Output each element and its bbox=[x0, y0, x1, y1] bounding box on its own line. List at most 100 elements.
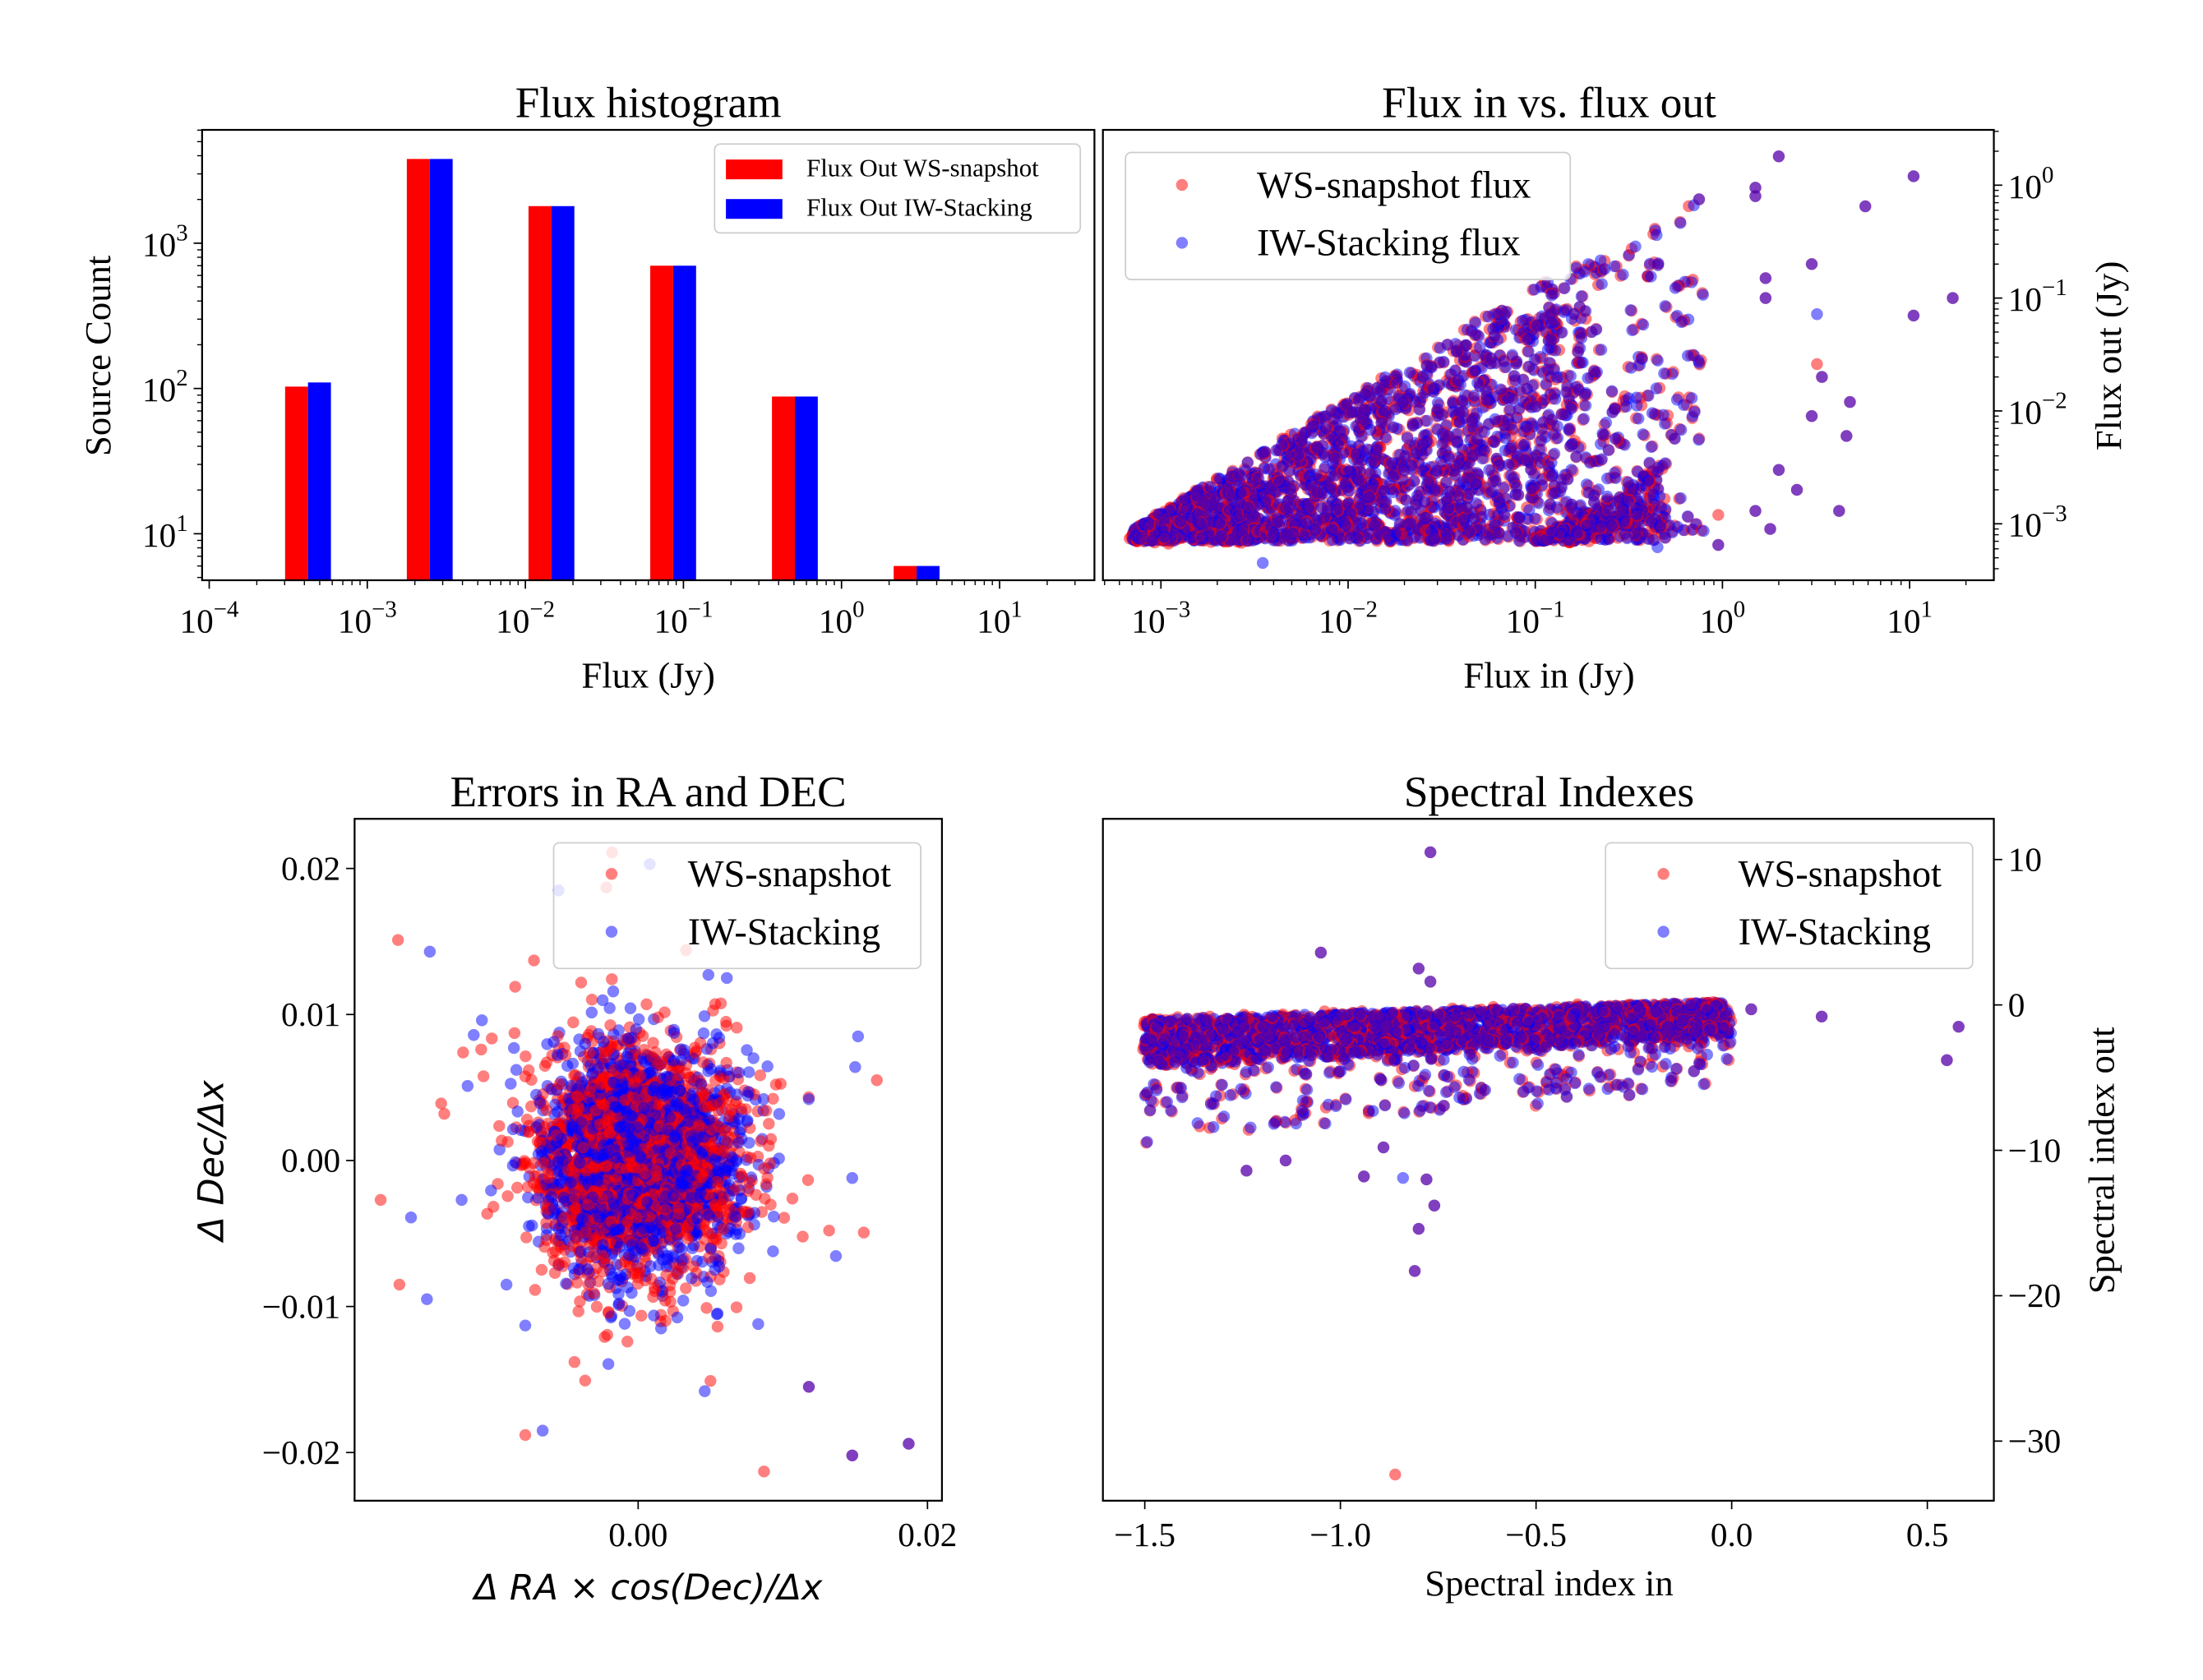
data-point-iw bbox=[532, 1192, 544, 1204]
data-point-iw bbox=[1451, 435, 1464, 448]
tick-exponent: −2 bbox=[1352, 597, 1378, 623]
tick-exponent: 1 bbox=[1010, 597, 1022, 623]
data-point-iw bbox=[1506, 348, 1519, 362]
data-point-iw bbox=[1653, 519, 1666, 533]
data-point-iw bbox=[1325, 404, 1338, 417]
data-point-iw bbox=[1609, 432, 1622, 445]
data-point-iw bbox=[1326, 533, 1339, 547]
bar-ws-0 bbox=[284, 386, 308, 580]
data-point-iw bbox=[1232, 468, 1245, 480]
data-point-iw bbox=[1344, 533, 1356, 545]
data-point-iw bbox=[1235, 487, 1247, 499]
data-point-iw bbox=[1624, 304, 1637, 316]
data-point-iw bbox=[1486, 485, 1499, 498]
data-point-ws bbox=[606, 973, 618, 985]
data-point-iw bbox=[1387, 486, 1399, 499]
data-point-iw bbox=[1453, 458, 1466, 470]
legend-swatch bbox=[726, 199, 783, 219]
data-point-iw bbox=[1393, 517, 1406, 530]
data-point-iw bbox=[1242, 534, 1254, 547]
data-point-iw bbox=[1685, 392, 1698, 404]
data-point-iw bbox=[1749, 182, 1762, 194]
tick-exponent: −2 bbox=[529, 597, 555, 623]
data-point-iw bbox=[1833, 505, 1845, 517]
data-point-iw bbox=[1608, 260, 1621, 273]
data-point-ws bbox=[585, 993, 598, 1006]
data-point-iw bbox=[1397, 464, 1411, 477]
data-point-iw bbox=[1363, 491, 1376, 504]
data-point-iw bbox=[1637, 428, 1649, 441]
data-point-iw bbox=[1513, 511, 1526, 524]
y-tick-label: 10−3 bbox=[2008, 501, 2067, 544]
data-point-iw bbox=[1358, 404, 1371, 416]
tick-base: 10 bbox=[142, 371, 176, 408]
data-point-iw bbox=[1651, 354, 1664, 367]
data-point-iw bbox=[1657, 408, 1670, 422]
data-point-iw bbox=[1447, 396, 1459, 408]
data-point-iw bbox=[1369, 450, 1383, 463]
data-point-iw bbox=[1480, 394, 1493, 406]
data-point-ws bbox=[1712, 509, 1725, 521]
data-point-iw bbox=[1630, 508, 1643, 520]
x-axis-label: Flux in (Jy) bbox=[1463, 654, 1634, 695]
data-point-iw bbox=[1375, 417, 1388, 429]
data-point-iw bbox=[1712, 538, 1725, 552]
y-tick-label: 100 bbox=[2008, 162, 2054, 205]
data-point-iw bbox=[1498, 508, 1511, 521]
data-point-iw bbox=[1549, 487, 1562, 499]
data-point-iw bbox=[1568, 307, 1580, 321]
data-point-iw bbox=[1570, 450, 1582, 463]
data-point-iw bbox=[1422, 476, 1434, 488]
x-tick-label: 10−1 bbox=[654, 597, 713, 640]
data-point-iw bbox=[1518, 454, 1531, 466]
data-point-iw bbox=[1342, 497, 1355, 510]
data-point-iw bbox=[1650, 382, 1663, 395]
data-point-ws bbox=[621, 1336, 634, 1348]
data-point-iw bbox=[1622, 476, 1634, 489]
data-point-iw bbox=[1651, 228, 1663, 242]
data-point-iw bbox=[1267, 527, 1279, 539]
data-point-iw bbox=[1420, 360, 1434, 372]
data-point-iw bbox=[1399, 450, 1411, 463]
x-tick-label: 10−3 bbox=[1131, 597, 1190, 640]
data-point-iw bbox=[1572, 346, 1585, 358]
tick-exponent: 1 bbox=[176, 510, 187, 537]
tick-exponent: 0 bbox=[2042, 162, 2053, 188]
data-point-iw bbox=[1449, 468, 1462, 481]
data-point-iw bbox=[1441, 339, 1453, 351]
data-point-iw bbox=[1643, 257, 1656, 270]
tick-exponent: −3 bbox=[1166, 597, 1191, 623]
data-point-iw bbox=[1443, 452, 1455, 464]
data-point-iw bbox=[1575, 331, 1588, 344]
data-point-iw bbox=[1507, 472, 1520, 484]
data-point-iw bbox=[1213, 517, 1226, 529]
data-point-iw bbox=[1626, 324, 1638, 336]
x-tick-label: 10−2 bbox=[496, 597, 555, 640]
data-point-iw bbox=[1450, 345, 1463, 358]
data-point-iw bbox=[1609, 403, 1621, 415]
data-point-iw bbox=[1453, 416, 1466, 428]
data-point-iw bbox=[1508, 370, 1521, 382]
data-point-iw bbox=[1343, 464, 1356, 477]
data-point-iw bbox=[1457, 513, 1471, 525]
legend-swatch bbox=[726, 159, 783, 180]
data-point-iw bbox=[1428, 533, 1441, 545]
data-point-iw bbox=[1453, 374, 1465, 387]
data-point-iw bbox=[1584, 456, 1596, 469]
y-tick-label: 102 bbox=[142, 365, 188, 408]
data-point-iw bbox=[1436, 408, 1448, 421]
data-point-iw bbox=[1579, 305, 1592, 317]
x-tick-label: 10−2 bbox=[1319, 597, 1378, 640]
data-point-iw bbox=[1494, 383, 1507, 395]
data-point-iw bbox=[1523, 504, 1536, 516]
data-point-iw bbox=[1528, 353, 1541, 366]
data-point-iw bbox=[1605, 519, 1618, 532]
data-point-iw bbox=[1357, 413, 1369, 426]
data-point-iw bbox=[1642, 474, 1655, 487]
data-point-iw bbox=[1403, 367, 1416, 379]
data-point-iw bbox=[1816, 371, 1828, 383]
data-point-iw bbox=[1602, 444, 1614, 456]
data-point-iw bbox=[1416, 370, 1429, 383]
data-point-iw bbox=[511, 1105, 524, 1118]
